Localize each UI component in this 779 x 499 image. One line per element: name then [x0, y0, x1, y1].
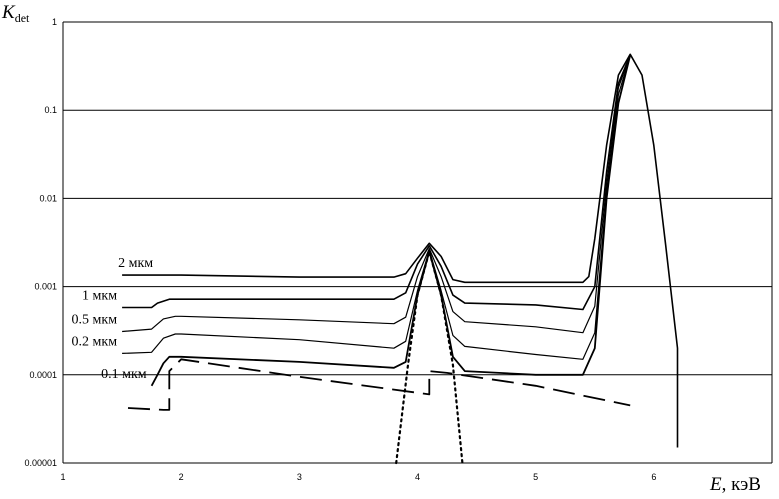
- y-tick-label: 0.01: [39, 193, 57, 203]
- series-line-6: [395, 250, 464, 465]
- y-tick-labels: 1 0.1 0.01 0.001 0.0001 0.00001: [24, 17, 57, 468]
- series-label-2: 0.5 мкм: [72, 312, 118, 327]
- series-line-4: [150, 54, 632, 387]
- series-line-2: [122, 54, 631, 334]
- series-label-1: 1 мкм: [82, 288, 117, 303]
- series-line-3: [122, 55, 631, 360]
- x-tick-label: 5: [533, 472, 538, 482]
- y-tick-label: 1: [52, 17, 57, 27]
- y-tick-label: 0.1: [44, 105, 57, 115]
- y-tick-label: 0.001: [34, 282, 57, 292]
- y-tick-label: 0.0001: [29, 370, 57, 380]
- x-tick-label: 3: [297, 472, 302, 482]
- series-label-4: 0.1 мкм: [101, 367, 147, 382]
- gridlines: [63, 21, 772, 464]
- x-tick-label: 6: [651, 472, 656, 482]
- series-lines: [122, 53, 679, 465]
- x-tick-label: 2: [179, 472, 184, 482]
- series-line-5: [127, 358, 631, 411]
- series-label-3: 0.2 мкм: [72, 334, 118, 349]
- x-tick-labels: 1 2 3 4 5 6: [60, 472, 656, 482]
- axes: [62, 22, 773, 463]
- x-tick-label: 4: [415, 472, 420, 482]
- x-axis-title: E, кэВ: [709, 474, 761, 495]
- y-axis-title: Kdet: [1, 2, 30, 25]
- series-line-1: [122, 54, 631, 311]
- x-tick-label: 1: [60, 472, 65, 482]
- y-tick-label: 0.00001: [24, 458, 57, 468]
- series-line-0: [122, 53, 679, 448]
- series-label-0: 2 мкм: [118, 256, 153, 271]
- series-labels: 2 мкм 1 мкм 0.5 мкм 0.2 мкм 0.1 мкм: [72, 256, 154, 382]
